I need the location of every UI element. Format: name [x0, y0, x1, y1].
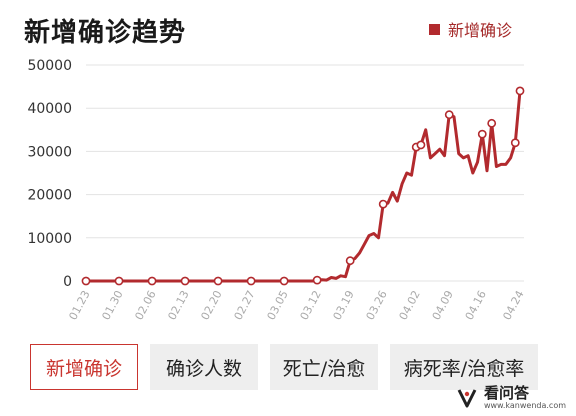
data-point	[81, 276, 91, 286]
data-point	[487, 118, 497, 128]
chart-legend[interactable]: 新增确诊	[428, 17, 512, 41]
tab-confirmed-total[interactable]: 确诊人数	[150, 344, 258, 390]
legend-swatch	[428, 23, 440, 35]
tab-new-confirmed[interactable]: 新增确诊	[30, 344, 138, 390]
legend-label: 新增确诊	[447, 21, 512, 40]
x-tick-label: 02.20	[198, 288, 224, 322]
data-point	[378, 199, 388, 209]
line-chart: 0 10000 20000 30000 40000 50000 01.23 01.30 02.0…	[27, 58, 526, 322]
x-tick-label: 04.24	[500, 288, 526, 322]
chart-tabs: 新增确诊 确诊人数 死亡/治愈 病死率/治愈率	[30, 344, 538, 390]
data-point	[444, 110, 454, 120]
y-tick-label: 40000	[27, 101, 72, 117]
tab-fatality-recovery-rate[interactable]: 病死率/治愈率	[390, 344, 538, 390]
page-title: 新增确诊趋势	[24, 18, 187, 48]
x-tick-label: 02.27	[231, 288, 257, 322]
data-point	[180, 276, 190, 286]
data-point	[246, 276, 256, 286]
data-point	[515, 86, 525, 96]
data-point	[345, 256, 355, 266]
data-point	[114, 276, 124, 286]
series-line	[84, 89, 522, 283]
watermark: 看问答 www.kanwenda.com	[456, 383, 566, 410]
watermark-text: 看问答	[483, 383, 529, 402]
x-tick-label: 01.23	[66, 288, 92, 322]
x-tick-label: 04.09	[430, 288, 456, 322]
data-point	[416, 140, 426, 150]
x-tick-label: 04.16	[463, 288, 489, 322]
x-tick-label: 01.30	[99, 288, 125, 322]
y-tick-label: 10000	[27, 231, 72, 247]
data-point	[147, 276, 157, 286]
y-tick-label: 20000	[27, 188, 72, 204]
tab-deaths-recoveries[interactable]: 死亡/治愈	[270, 344, 378, 390]
x-tick-label: 03.12	[298, 288, 324, 322]
data-point	[477, 129, 487, 139]
data-point	[312, 275, 322, 285]
data-point	[510, 138, 520, 148]
x-tick-label: 03.26	[364, 288, 390, 322]
watermark-logo-icon	[457, 389, 477, 408]
x-tick-label: 03.05	[265, 288, 291, 322]
x-tick-label: 03.19	[331, 288, 357, 322]
data-point	[213, 276, 223, 286]
y-tick-label: 30000	[27, 144, 72, 160]
y-tick-label: 50000	[27, 58, 72, 74]
data-point	[279, 276, 289, 286]
x-tick-label: 04.02	[397, 288, 423, 322]
y-tick-label: 0	[63, 274, 72, 290]
x-tick-label: 02.06	[132, 288, 158, 322]
x-tick-label: 02.13	[165, 288, 191, 322]
watermark-url: www.kanwenda.com	[483, 400, 566, 410]
